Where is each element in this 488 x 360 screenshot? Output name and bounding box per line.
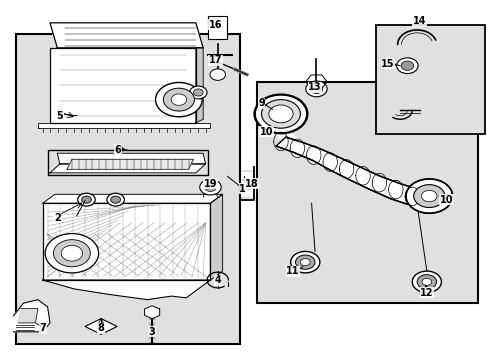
Circle shape [268, 105, 292, 123]
Polygon shape [50, 164, 205, 173]
Circle shape [111, 196, 120, 203]
Circle shape [396, 58, 417, 73]
Circle shape [421, 190, 436, 202]
Circle shape [400, 61, 413, 70]
Polygon shape [50, 23, 203, 48]
Polygon shape [42, 280, 210, 300]
Circle shape [171, 94, 186, 105]
Text: 11: 11 [286, 266, 299, 276]
Text: 8: 8 [98, 323, 104, 333]
Text: 5: 5 [56, 111, 63, 121]
Circle shape [300, 258, 309, 266]
Text: 14: 14 [412, 16, 426, 26]
Bar [375, 24, 484, 134]
Circle shape [204, 183, 216, 192]
Circle shape [61, 246, 82, 261]
Circle shape [405, 179, 452, 213]
Bar [47, 150, 207, 175]
Polygon shape [19, 309, 38, 323]
Text: 1: 1 [239, 184, 245, 194]
Circle shape [81, 196, 91, 203]
Text: 17: 17 [208, 55, 222, 65]
Text: 12: 12 [419, 288, 433, 297]
Circle shape [305, 81, 326, 97]
Polygon shape [67, 159, 193, 169]
Polygon shape [57, 153, 205, 164]
Text: 10: 10 [439, 195, 452, 204]
Circle shape [193, 89, 203, 96]
Text: 4: 4 [214, 275, 221, 285]
Polygon shape [210, 194, 222, 280]
Polygon shape [38, 123, 210, 128]
Polygon shape [271, 133, 302, 147]
Circle shape [411, 271, 441, 293]
Circle shape [295, 255, 314, 269]
Bar [256, 82, 477, 303]
Text: 10: 10 [259, 127, 273, 137]
Polygon shape [85, 319, 117, 334]
Circle shape [189, 86, 206, 99]
Text: 3: 3 [148, 327, 155, 337]
Circle shape [200, 179, 221, 195]
Polygon shape [42, 194, 222, 203]
Polygon shape [276, 137, 416, 204]
Text: 15: 15 [381, 59, 394, 69]
Circle shape [163, 88, 194, 111]
Circle shape [290, 251, 319, 273]
Polygon shape [196, 48, 203, 123]
Circle shape [254, 94, 307, 134]
Text: 18: 18 [244, 179, 258, 189]
Circle shape [155, 82, 202, 117]
Text: 16: 16 [208, 19, 222, 30]
Text: 2: 2 [54, 212, 61, 222]
Circle shape [413, 185, 444, 207]
Text: 9: 9 [258, 98, 264, 108]
Polygon shape [42, 203, 210, 280]
Circle shape [421, 278, 431, 285]
Bar [207, 16, 227, 39]
Circle shape [416, 275, 436, 289]
Circle shape [309, 84, 322, 94]
Circle shape [209, 69, 225, 80]
Circle shape [107, 193, 124, 206]
Text: 7: 7 [39, 323, 46, 333]
Circle shape [45, 234, 99, 273]
Polygon shape [144, 306, 160, 319]
Circle shape [261, 100, 300, 128]
Text: 19: 19 [203, 179, 217, 189]
Polygon shape [14, 300, 50, 332]
Bar [16, 33, 239, 344]
Polygon shape [50, 48, 196, 123]
Circle shape [78, 193, 95, 206]
Text: 6: 6 [115, 145, 121, 155]
Circle shape [53, 240, 90, 267]
Text: 13: 13 [307, 82, 321, 92]
